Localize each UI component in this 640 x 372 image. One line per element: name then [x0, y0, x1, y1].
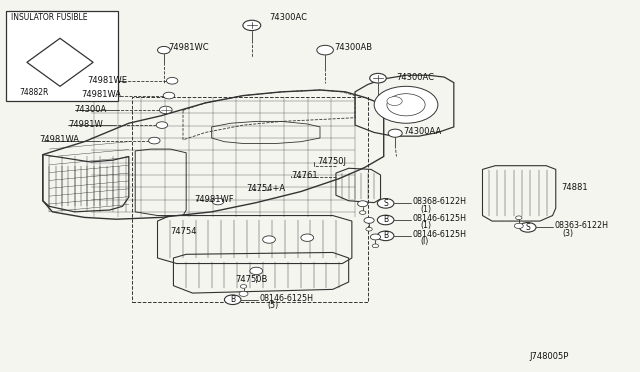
Circle shape: [148, 137, 160, 144]
Circle shape: [387, 94, 425, 116]
Circle shape: [371, 234, 381, 240]
Circle shape: [250, 267, 262, 275]
Text: B: B: [383, 231, 388, 240]
Circle shape: [360, 211, 366, 214]
Text: 08146-6125H: 08146-6125H: [412, 230, 467, 239]
Circle shape: [358, 201, 368, 207]
Text: 74981WF: 74981WF: [194, 195, 234, 204]
Bar: [6, 11, 118, 101]
Circle shape: [301, 234, 314, 241]
Circle shape: [239, 291, 248, 296]
Circle shape: [378, 231, 394, 241]
Text: 08368-6122H: 08368-6122H: [412, 198, 467, 206]
Text: S: S: [383, 199, 388, 208]
Bar: [132, 97, 368, 302]
Text: 74881: 74881: [561, 183, 588, 192]
Circle shape: [156, 122, 168, 128]
Circle shape: [364, 217, 374, 223]
Text: 74981WC: 74981WC: [168, 43, 209, 52]
Text: 74981W: 74981W: [68, 120, 103, 129]
Circle shape: [387, 97, 402, 106]
Text: 74754+A: 74754+A: [246, 185, 286, 193]
Text: (I): (I): [420, 237, 429, 246]
Circle shape: [366, 227, 372, 231]
Text: B: B: [230, 295, 236, 304]
Text: S: S: [525, 223, 530, 232]
Text: 74981WA: 74981WA: [81, 90, 121, 99]
Text: (5): (5): [268, 301, 279, 310]
Circle shape: [372, 244, 379, 248]
Circle shape: [374, 86, 438, 123]
Text: INSULATOR FUSIBLE: INSULATOR FUSIBLE: [11, 13, 88, 22]
Text: J748005P: J748005P: [529, 352, 568, 361]
Circle shape: [262, 236, 275, 243]
Text: 74750B: 74750B: [236, 275, 268, 284]
Text: 08146-6125H: 08146-6125H: [259, 294, 314, 303]
Text: 74981WA: 74981WA: [40, 135, 79, 144]
Circle shape: [159, 106, 172, 113]
Circle shape: [166, 77, 178, 84]
Text: 74750J: 74750J: [317, 157, 346, 166]
Circle shape: [225, 295, 241, 305]
Circle shape: [388, 129, 402, 137]
Circle shape: [317, 45, 333, 55]
Text: 74300AC: 74300AC: [269, 13, 307, 22]
Circle shape: [520, 222, 536, 232]
Text: 08146-6125H: 08146-6125H: [412, 214, 467, 223]
Circle shape: [241, 285, 246, 288]
Text: 74300A: 74300A: [75, 105, 107, 114]
Text: (3): (3): [563, 229, 574, 238]
Circle shape: [516, 216, 522, 219]
Circle shape: [157, 46, 170, 54]
Text: 74300AA: 74300AA: [403, 127, 441, 136]
Text: 74882R: 74882R: [19, 89, 49, 97]
Circle shape: [212, 198, 224, 205]
Circle shape: [163, 92, 175, 99]
Text: 08363-6122H: 08363-6122H: [554, 221, 609, 230]
Circle shape: [378, 199, 394, 208]
Text: 74300AB: 74300AB: [335, 44, 372, 52]
Text: B: B: [383, 215, 388, 224]
Circle shape: [378, 215, 394, 225]
Circle shape: [515, 223, 524, 228]
Text: 74754: 74754: [170, 227, 196, 236]
Text: 74300AC: 74300AC: [396, 73, 435, 82]
Text: 74761: 74761: [291, 171, 318, 180]
Text: 74981WE: 74981WE: [88, 76, 127, 84]
Text: (1): (1): [420, 205, 432, 214]
Text: (1): (1): [420, 221, 432, 230]
Circle shape: [370, 73, 387, 83]
Circle shape: [243, 20, 260, 31]
